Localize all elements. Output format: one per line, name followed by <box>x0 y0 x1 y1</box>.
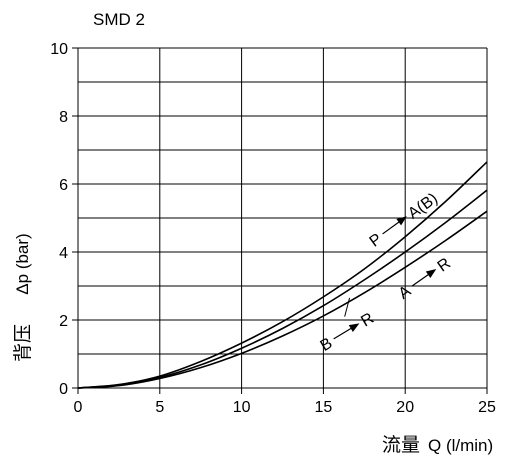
annotation-arrow-shaft <box>412 274 430 287</box>
x-tick-label: 5 <box>155 399 164 416</box>
x-tick-label: 0 <box>74 399 83 416</box>
annotation-target-label: R <box>358 310 377 331</box>
y-axis-label: Δp (bar) <box>13 233 32 294</box>
x-tick-label: 10 <box>233 399 251 416</box>
annotation-leader-line <box>345 298 350 317</box>
y-tick-label: 0 <box>59 381 68 398</box>
x-tick-label: 15 <box>315 399 333 416</box>
x-axis-label-cn: 流量 <box>382 434 420 456</box>
y-tick-label: 2 <box>59 313 68 330</box>
chart-title: SMD 2 <box>93 10 145 29</box>
y-tick-label: 10 <box>50 41 68 58</box>
curve-annotation-3: BR <box>317 310 377 355</box>
annotation-arrow-head <box>396 213 409 225</box>
annotation-arrow-shaft <box>383 221 401 234</box>
curve-annotation-2: AR <box>396 255 454 303</box>
annotation-arrow-shaft <box>334 328 353 339</box>
annotation-arrow-head <box>349 320 362 332</box>
x-tick-label: 25 <box>478 399 496 416</box>
y-axis-label-cn: 背压 <box>12 324 34 362</box>
tick-labels: 0 5 10 15 20 25 0 2 4 6 8 10 <box>50 41 496 416</box>
y-tick-label: 8 <box>59 109 68 126</box>
annotation-arrow-head <box>426 266 439 278</box>
annotation-source-label: B <box>317 335 335 355</box>
y-tick-label: 4 <box>59 245 68 262</box>
curve-annotation-1: PA(B) <box>367 190 441 251</box>
x-axis-label: Q (l/min) <box>428 436 493 455</box>
x-tick-label: 20 <box>396 399 414 416</box>
y-tick-label: 6 <box>59 177 68 194</box>
annotation-target-label: R <box>435 255 454 276</box>
